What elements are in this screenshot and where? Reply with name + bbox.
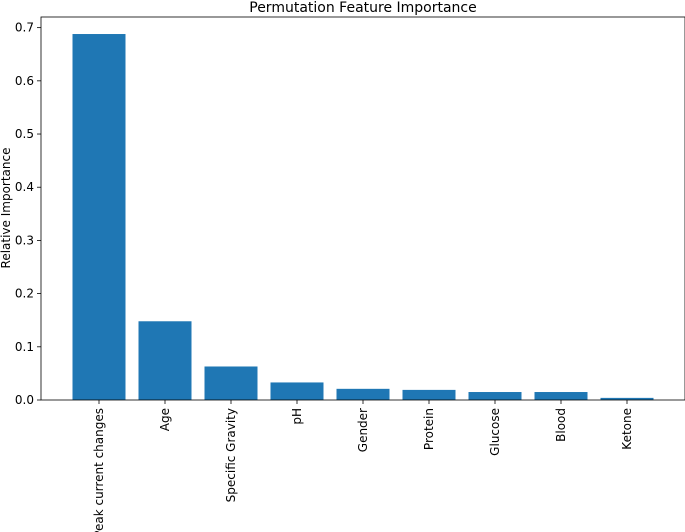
bar-peak-current-changes [72,34,126,401]
y-tick-label: 0.1 [15,340,34,354]
x-tick-label: Protein [422,408,436,450]
bar-ph [270,382,324,400]
bar-glucose [468,392,522,400]
bar-age [138,321,192,400]
x-tick-label: Peak current changes [92,408,106,532]
x-ticks-layer: Peak current changes Age Specific Gravity p… [92,400,634,532]
x-tick-label: Blood [554,408,568,442]
y-tick-label: 0.6 [15,74,34,88]
bar-ketone [600,397,654,400]
plot-area-frame [40,16,685,401]
x-tick-label: Glucose [488,408,502,456]
y-tick-label: 0.3 [15,233,34,247]
x-tick-label: Ketone [620,408,634,450]
y-tick-label: 0.4 [15,180,34,194]
x-tick-label: Gender [356,408,370,452]
y-tick-label: 0.5 [15,127,34,141]
bar-specific-gravity [204,366,258,400]
y-ticks-layer: 0.0 0.1 0.2 0.3 0.4 0.5 0.6 0.7 [15,21,41,407]
x-tick-label: pH [290,408,304,425]
chart-title: Permutation Feature Importance [249,0,477,16]
x-tick-label: Age [158,408,172,431]
x-tick-label: Specific Gravity [224,408,238,502]
bar-protein [402,389,456,400]
bars-layer [72,34,654,401]
bar-blood [534,392,588,400]
bar-gender [336,388,390,400]
y-tick-label: 0.2 [15,287,34,301]
y-tick-label: 0.0 [15,393,34,407]
y-tick-label: 0.7 [15,21,34,35]
y-axis-title: Relative Importance [0,148,13,269]
